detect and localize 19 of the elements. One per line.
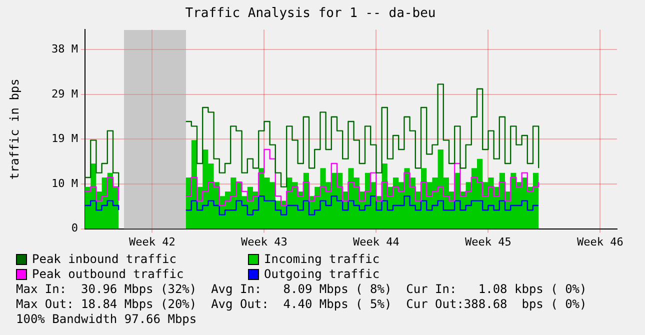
x-tick-label: Week 43 [241,235,288,248]
y-tick-label: 0 [71,222,78,235]
x-tick-label: Week 44 [353,235,400,248]
legend-label: Peak inbound traffic [32,252,176,266]
y-tick-label: 10 M [52,176,78,190]
y-tick-label: 38 M [52,42,78,56]
legend-label: Outgoing traffic [264,267,380,281]
text: Max Out: 18.84 Mbps (20%) Avg Out: 4.40 Mbps ( 5%) Cur Out:388.68 bps ( 0%) [16,297,588,312]
text: 100% Bandwidth 97.66 Mbps [16,312,198,327]
y-axis-title: traffic in bps [7,78,22,180]
y-tick-label: 19 M [52,132,78,146]
x-tick-label: Week 46 [577,235,624,248]
legend-label: Incoming traffic [264,252,380,266]
chart-title: Traffic Analysis for 1 -- da-beu [185,6,436,22]
x-tick-label: Week 45 [465,235,512,248]
y-tick-label: 29 M [52,87,78,100]
text: Max In: 30.96 Mbps (32%) Avg In: 8.09 Mbps ( 8%) Cur In: 1.08 kbps ( 0%) [16,282,588,297]
legend-label: Peak outbound traffic [32,267,184,281]
x-tick-label: Week 42 [129,235,176,248]
